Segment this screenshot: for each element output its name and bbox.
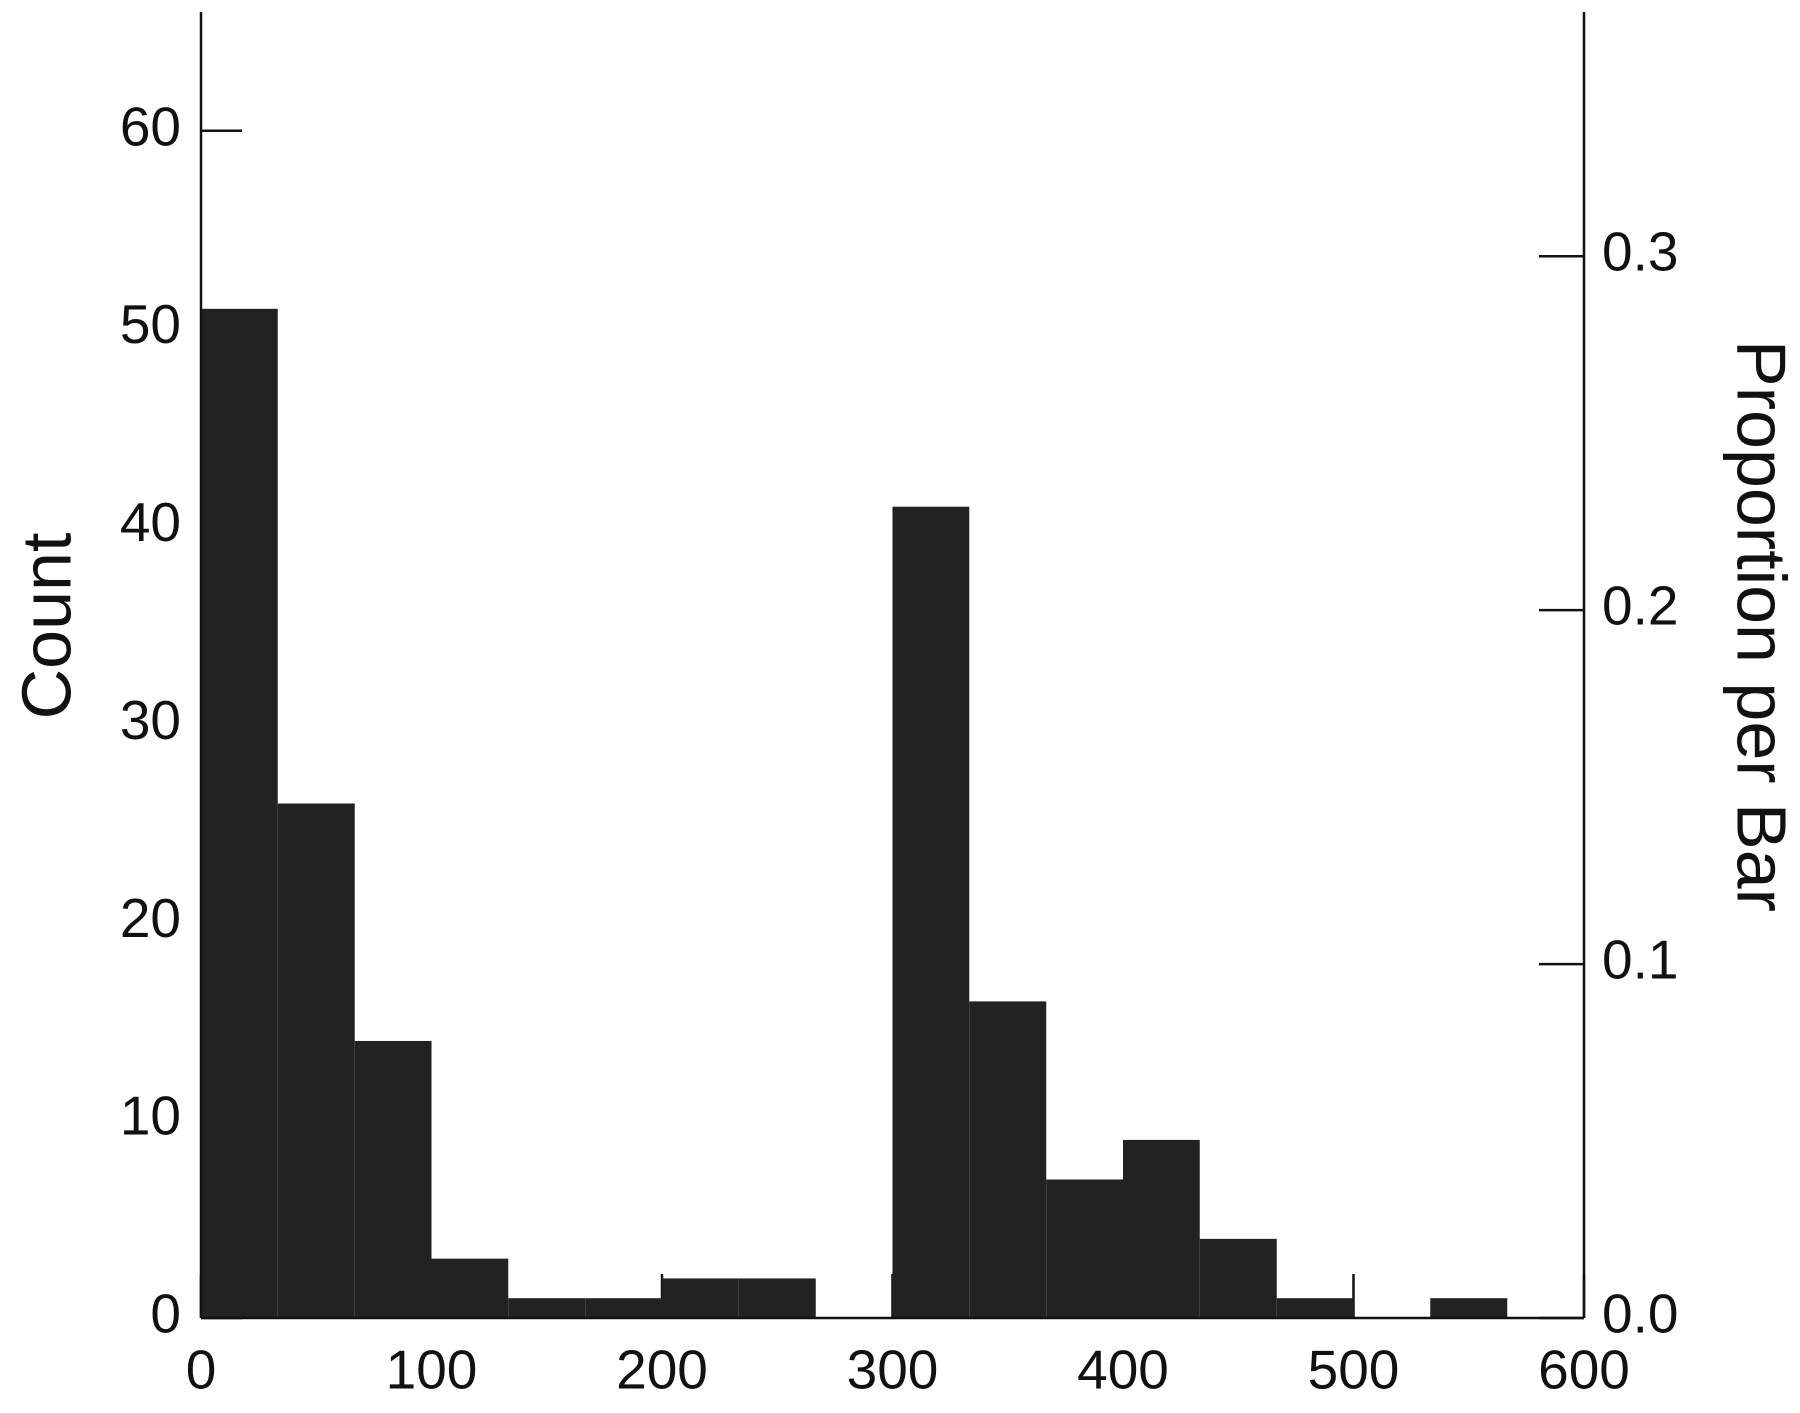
y-tick-label: 60	[120, 95, 181, 157]
bar	[1123, 1139, 1200, 1318]
y2-tick-label: 0.1	[1602, 929, 1678, 991]
y2-tick-label: 0.2	[1602, 575, 1678, 637]
bar	[1046, 1179, 1123, 1318]
x-tick-label: 0	[186, 1339, 217, 1401]
bar	[892, 506, 970, 1318]
bar	[201, 308, 278, 1318]
x-tick-label: 300	[847, 1339, 939, 1401]
y2-tick-label: 0.3	[1602, 221, 1678, 283]
bar	[585, 1298, 662, 1318]
bar	[277, 803, 355, 1318]
y-tick-label: 30	[120, 689, 181, 751]
bar	[354, 1040, 432, 1318]
bar	[969, 1001, 1047, 1318]
x-tick-label: 200	[616, 1339, 708, 1401]
bar	[1199, 1238, 1277, 1318]
bar	[508, 1298, 586, 1318]
bar	[1276, 1298, 1354, 1318]
bar	[431, 1258, 509, 1318]
x-tick-label: 600	[1538, 1339, 1630, 1401]
bar	[662, 1278, 739, 1318]
y2-tick-label: 0.0	[1602, 1283, 1678, 1345]
x-tick-label: 100	[386, 1339, 478, 1401]
y-tick-label: 10	[120, 1085, 181, 1147]
x-tick-label: 400	[1077, 1339, 1169, 1401]
bar	[738, 1278, 816, 1318]
y-tick-label: 0	[150, 1283, 181, 1345]
y-tick-label: 50	[120, 293, 181, 355]
y-tick-label: 20	[120, 887, 181, 949]
x-tick-label: 500	[1308, 1339, 1400, 1401]
y2-axis-title: Proportion per Bar	[1723, 340, 1800, 912]
bar	[1430, 1298, 1508, 1318]
y-tick-label: 40	[120, 491, 181, 553]
y-axis-title: Count	[7, 533, 85, 720]
